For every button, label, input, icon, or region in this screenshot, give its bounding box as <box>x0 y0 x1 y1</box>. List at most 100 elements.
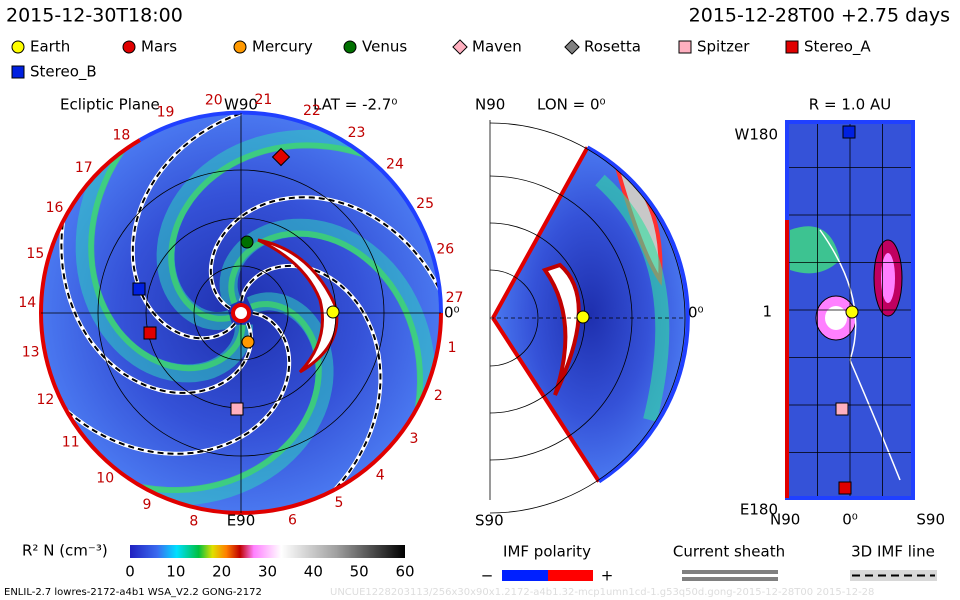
axis-x-right: S90 <box>916 511 945 529</box>
axis-bottom: S90 <box>475 512 504 530</box>
density-band <box>219 218 436 426</box>
carrington-label: 6 <box>288 513 297 529</box>
ecliptic-panel: Ecliptic Plane W90 LAT = -2.7⁰ E90 0⁰ 12… <box>18 92 463 530</box>
stereo-b <box>842 125 856 139</box>
colorbar-tick: 30 <box>258 563 277 581</box>
earth <box>845 305 859 319</box>
carrington-label: 26 <box>436 241 454 257</box>
axis-x-mid: 0⁰ <box>842 511 858 529</box>
carrington-label: 2 <box>434 388 443 404</box>
imf-title: IMF polarity <box>503 543 591 561</box>
wedge-edge <box>491 146 601 483</box>
legend-label: Mars <box>141 38 177 56</box>
legend-label: Stereo_B <box>30 63 97 82</box>
axis-top: W90 <box>224 96 258 114</box>
time-right: 2015-12-28T00 +2.75 days <box>689 5 950 27</box>
axis-top: W180 <box>735 126 778 144</box>
run-info: ENLIL-2.7 lowres-2172-a4b1 WSA_V2.2 GONG… <box>4 587 262 598</box>
imf-line-bg <box>41 311 292 456</box>
legend-label: Earth <box>30 38 70 56</box>
carrington-label: 21 <box>255 92 273 108</box>
colorbar <box>130 545 405 558</box>
legend-marker <box>678 40 692 54</box>
sun <box>231 303 251 323</box>
legend-marker <box>122 40 136 54</box>
time-left: 2015-12-30T18:00 <box>6 5 183 27</box>
colorbar-tick: 10 <box>166 563 185 581</box>
boundary-red <box>38 138 142 314</box>
carrington-label: 27 <box>446 290 464 306</box>
imf-line-bg <box>208 195 441 325</box>
mercury <box>241 335 255 349</box>
legend-label: Spitzer <box>697 38 750 56</box>
axis-right: 0⁰ <box>688 304 704 322</box>
panel-title: Ecliptic Plane <box>60 96 160 114</box>
imf-line-bg <box>59 185 254 395</box>
carrington-label: 9 <box>143 497 152 513</box>
legend-label: Maven <box>472 38 522 56</box>
legend-marker <box>11 40 25 54</box>
colorbar-ticks: 0 10 20 30 40 50 60 <box>125 563 414 581</box>
carrington-label: 10 <box>96 470 114 486</box>
legend-marker <box>452 39 468 55</box>
legend-marker <box>11 65 25 79</box>
venus <box>240 235 254 249</box>
carrington-label: 14 <box>18 295 36 311</box>
earth <box>326 305 340 319</box>
colorbar-tick: 20 <box>212 563 231 581</box>
carrington-label: 13 <box>22 344 40 360</box>
colorbar-tick: 40 <box>304 563 323 581</box>
carrington-label: 8 <box>189 514 198 530</box>
density-band <box>122 292 334 506</box>
density-band <box>106 300 322 494</box>
carrington-label: 5 <box>335 495 344 511</box>
imf-line <box>131 113 278 340</box>
panel-title: R = 1.0 AU <box>809 96 891 114</box>
grid-arc <box>489 122 686 514</box>
axis-bottom: E180 <box>740 501 778 519</box>
radial-panel: R = 1.0 AU W180 E180 1 N90 0⁰ S90 <box>735 96 945 529</box>
carrington-label: 24 <box>386 156 404 172</box>
density-band <box>168 142 398 322</box>
legend-marker <box>564 39 580 55</box>
imf-minus: − <box>481 567 494 585</box>
imf-plus: + <box>601 567 614 585</box>
imf-positive <box>548 570 593 581</box>
meridional-panel: N90 LON = 0⁰ S90 0⁰ <box>475 96 704 530</box>
carrington-label: 12 <box>37 392 55 408</box>
colorbar-label: R² N (cm⁻³) <box>22 542 108 560</box>
axis-bottom: E90 <box>227 512 256 530</box>
legend-label: Venus <box>362 38 407 56</box>
carrington-label: 19 <box>157 105 175 121</box>
boundary-blue <box>138 110 444 314</box>
legend: Earth Mars Mercury Venus Maven Rosetta Spitzer… <box>11 38 871 82</box>
axis-top: N90 <box>475 96 505 114</box>
carrington-label: 25 <box>416 196 434 212</box>
stereo-b <box>132 282 146 296</box>
carrington-label: 20 <box>205 93 223 109</box>
carrington-label: 1 <box>448 340 457 356</box>
legend-label: Mercury <box>252 38 313 56</box>
wedge-arc <box>586 145 690 484</box>
legend-marker <box>785 40 799 54</box>
run-id: UNCUE1228203113/256x30x90x1.2172-a4b1.32… <box>330 587 874 598</box>
mars <box>271 147 291 167</box>
imf-line-bg <box>239 263 383 513</box>
earth <box>576 310 590 324</box>
sheath-title: Current sheath <box>673 543 785 561</box>
axis-mid: 1 <box>762 303 772 321</box>
latitude: LAT = -2.7⁰ <box>313 96 397 114</box>
carrington-label: 11 <box>62 435 80 451</box>
carrington-label: 15 <box>26 246 44 262</box>
longitude: LON = 0⁰ <box>537 96 606 114</box>
colorbar-tick: 60 <box>395 563 414 581</box>
carrington-label: 4 <box>376 468 385 484</box>
legend-marker <box>343 40 357 54</box>
colorbar-tick: 0 <box>125 563 135 581</box>
carrington-label: 17 <box>75 160 93 176</box>
cme-front <box>257 238 339 374</box>
grid-arc <box>489 269 539 367</box>
carrington-label: 23 <box>348 125 366 141</box>
